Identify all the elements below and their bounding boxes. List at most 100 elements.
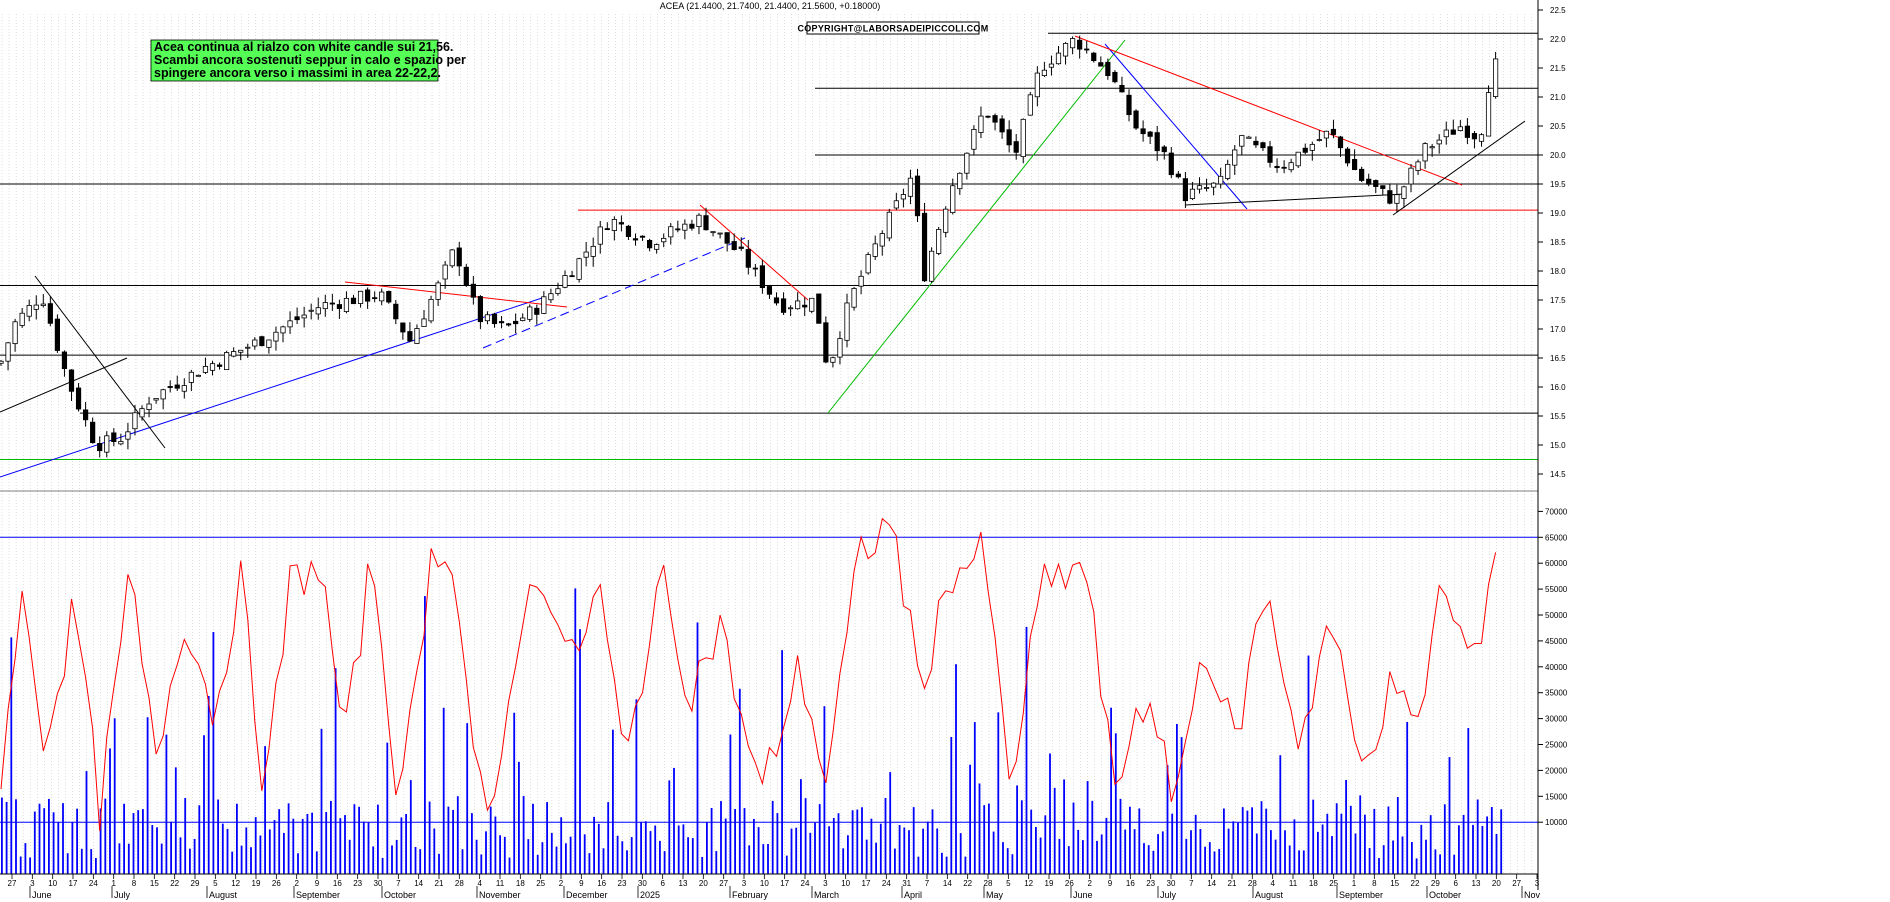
volume-bar — [1218, 848, 1221, 874]
day-tick-label: 5 — [213, 879, 218, 888]
volume-bar — [325, 811, 328, 874]
candle-body — [308, 309, 314, 312]
volume-bar — [1359, 795, 1362, 874]
trend-line-blue-dashed — [482, 237, 746, 349]
volume-bar — [132, 813, 135, 874]
candle-body — [844, 302, 850, 341]
candle-body — [766, 286, 773, 295]
candle-body — [1373, 180, 1379, 187]
month-label: October — [384, 890, 416, 900]
candle-body — [26, 305, 32, 317]
volume-bar — [941, 852, 943, 874]
volume-bar — [1237, 822, 1239, 874]
volume-bar — [1298, 850, 1300, 874]
volume-bar — [1133, 829, 1136, 874]
volume-bar — [832, 817, 835, 874]
candle-body — [1450, 129, 1456, 135]
volume-bar — [311, 812, 313, 874]
volume-levels — [0, 536, 1538, 823]
candle-body — [992, 115, 998, 123]
candle-body — [1218, 175, 1224, 185]
volume-bar — [508, 857, 511, 874]
volume-bar — [847, 835, 849, 874]
candle-body — [252, 339, 258, 347]
candle-body — [1309, 144, 1315, 151]
volume-bar — [1223, 808, 1225, 874]
volume-bar — [283, 832, 285, 874]
candle-body — [428, 298, 434, 322]
volume-bar — [278, 809, 281, 874]
volume-bar — [1171, 813, 1174, 874]
candle-body — [1253, 140, 1259, 146]
volume-bar — [884, 798, 887, 874]
candle-body — [1062, 43, 1069, 57]
volume-bar — [438, 853, 440, 874]
volume-bar — [1143, 843, 1145, 874]
candle-body — [1478, 134, 1485, 142]
volume-bar — [950, 737, 953, 874]
candle-body — [1225, 163, 1231, 179]
volume-bar — [395, 839, 398, 874]
volume-bar — [442, 707, 445, 874]
candle-body — [463, 266, 469, 286]
candle-body — [400, 322, 406, 333]
day-tick-label: 27 — [1512, 879, 1521, 888]
price-tick-label: 17.5 — [1550, 296, 1566, 305]
volume-tick-label: 30000 — [1545, 715, 1568, 724]
volume-bar — [179, 837, 182, 874]
volume-bar — [494, 816, 497, 874]
volume-bar — [1279, 755, 1282, 874]
day-tick-label: 20 — [699, 879, 708, 888]
candle-body — [788, 307, 794, 310]
candle-body — [1105, 61, 1111, 77]
volume-bar — [1255, 833, 1258, 874]
day-tick-label: 24 — [89, 879, 98, 888]
day-tick-label: 26 — [1065, 879, 1074, 888]
volume-bar — [1411, 842, 1413, 874]
volume-bar — [1152, 850, 1155, 874]
day-tick-label: 17 — [780, 879, 789, 888]
volume-bar — [776, 813, 779, 874]
candle-body — [639, 235, 646, 238]
volume-bar — [809, 832, 812, 874]
candle-body — [682, 223, 688, 231]
candle-body — [1182, 178, 1188, 202]
volume-bar — [1213, 851, 1216, 874]
volume-bar — [1067, 846, 1070, 874]
volume-bar — [790, 828, 793, 874]
volume-tick-label: 40000 — [1545, 663, 1568, 672]
volume-bar — [66, 853, 69, 874]
volume-bar — [1251, 807, 1253, 874]
month-label: May — [986, 890, 1004, 900]
candle-body — [1429, 146, 1435, 149]
candle-body — [548, 293, 554, 301]
candle-body — [5, 342, 11, 362]
candle-body — [513, 320, 519, 325]
volume-bar — [588, 853, 591, 874]
day-tick-label: 28 — [1248, 879, 1257, 888]
candle-body — [1041, 69, 1047, 76]
candle-body — [1471, 133, 1478, 140]
day-tick-label: 4 — [477, 879, 482, 888]
volume-axis-ticks: 10000 15000 20000 25000 30000 35000 40000 45000… — [1538, 507, 1568, 827]
candle-body — [534, 307, 540, 315]
volume-bar — [1058, 838, 1061, 874]
volume-bar — [76, 808, 78, 874]
candle-body — [181, 385, 187, 392]
price-tick-label: 20.5 — [1550, 122, 1566, 131]
day-tick-label: 16 — [333, 879, 342, 888]
volume-bar — [1349, 805, 1352, 874]
volume-bar — [865, 839, 868, 874]
day-tick-label: 10 — [48, 879, 57, 888]
volume-bar — [1462, 814, 1465, 874]
volume-bar — [644, 821, 647, 874]
day-tick-label: 15 — [1390, 879, 1399, 888]
candle-body — [61, 351, 68, 370]
candle-body — [900, 194, 907, 200]
candle-body — [886, 211, 892, 239]
volume-bar — [814, 822, 816, 874]
candle-body — [583, 251, 589, 258]
volume-bar — [593, 816, 595, 874]
price-tick-label: 17.0 — [1550, 325, 1566, 334]
volume-bar — [908, 830, 910, 874]
